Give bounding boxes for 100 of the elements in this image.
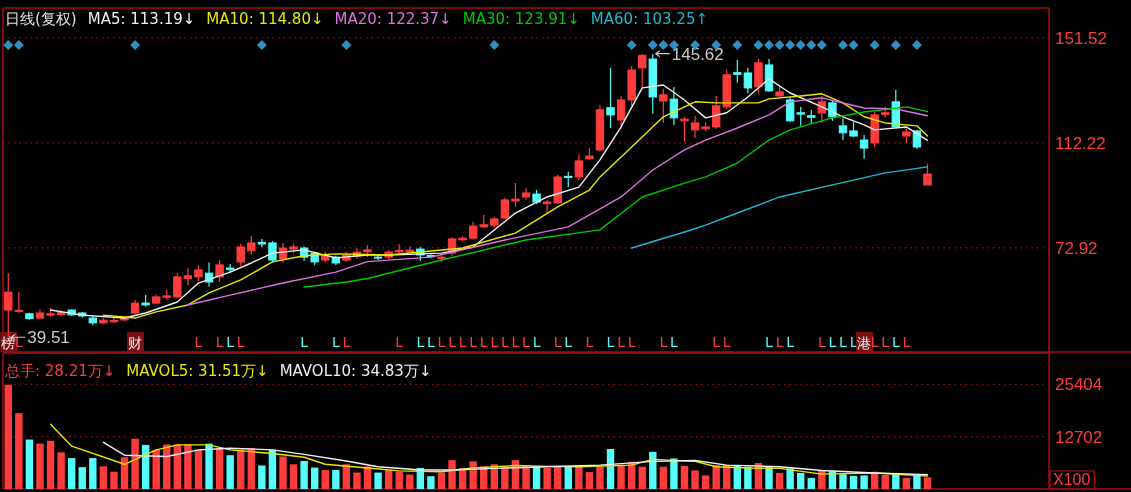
x-tick-label: L: [500, 334, 509, 350]
x-tick-label: 财: [128, 335, 143, 351]
x-tick-label: L: [437, 334, 446, 350]
bar: [775, 472, 784, 489]
bar: [585, 472, 594, 489]
x-tick-label: L: [194, 334, 203, 350]
text: MAVOL10: 34.83万↓: [279, 362, 432, 380]
x-tick-label: L: [448, 334, 457, 350]
bar: [15, 413, 23, 489]
bar: [89, 458, 97, 489]
bar: [807, 477, 815, 489]
bar: [923, 477, 932, 489]
bar: [332, 470, 340, 489]
bar: [554, 466, 562, 489]
bar: [849, 475, 858, 489]
bar: [543, 467, 551, 489]
x-tick-label: L: [14, 334, 23, 350]
text: MAVOL5: 31.51万↓: [126, 362, 269, 380]
bar: [67, 458, 76, 489]
bar: [237, 449, 245, 489]
annotation: 145.62: [671, 44, 724, 64]
x-tick-label: L: [416, 334, 425, 350]
bar: [163, 444, 171, 489]
bar: [765, 466, 773, 489]
x-tick-label: L: [511, 334, 520, 350]
x-tick-label: L: [881, 334, 890, 350]
bar: [384, 470, 393, 489]
bar: [902, 477, 911, 489]
x-tick-label: L: [585, 334, 594, 350]
x-tick-label: L: [817, 334, 826, 350]
bar: [205, 443, 213, 489]
x-tick-label: L: [765, 334, 774, 350]
bar: [670, 458, 678, 489]
x-tick-label: L: [458, 334, 467, 350]
y-tick-label: 25404: [1055, 375, 1103, 395]
x-tick-label: L: [722, 334, 731, 350]
text: MA20: 122.37↓: [334, 10, 452, 28]
y-tick-label: 151.52: [1055, 28, 1107, 48]
x-tick-label: L: [395, 334, 404, 350]
x-tick-label: L: [564, 334, 573, 350]
x-tick-label: L: [215, 334, 224, 350]
bar: [406, 474, 414, 489]
text: MA30: 123.91↓: [462, 10, 580, 28]
y-axis-title: X100: [1053, 471, 1091, 488]
x-tick-label: L: [828, 334, 837, 350]
bar: [226, 455, 234, 489]
x-tick-label: L: [606, 334, 615, 350]
bar: [913, 475, 921, 489]
x-tick-label: L: [712, 334, 721, 350]
x-tick-label: L: [469, 334, 478, 350]
bar: [395, 471, 403, 489]
text: MA60: 103.25↑: [590, 10, 709, 28]
bar: [374, 472, 382, 489]
line-series: [630, 166, 929, 249]
x-tick-label: L: [490, 334, 499, 350]
x-tick-label: L: [839, 334, 848, 350]
bar: [194, 449, 203, 489]
x-tick-label: L: [891, 334, 900, 350]
bar: [131, 438, 139, 489]
bar: [659, 466, 668, 489]
line-series: [187, 97, 929, 306]
bar: [427, 476, 435, 489]
bar: [342, 464, 351, 489]
x-tick-label: L: [627, 334, 636, 350]
x-tick-label: 港: [857, 335, 872, 351]
x-tick-label: L: [342, 334, 351, 350]
bar: [25, 439, 34, 489]
bar: [300, 460, 308, 489]
bar: [575, 466, 583, 489]
bar: [353, 472, 361, 489]
bar: [712, 465, 720, 489]
x-tick-label: L: [849, 334, 858, 350]
bar: [4, 384, 12, 489]
bar: [860, 475, 868, 489]
bar: [744, 466, 752, 489]
x-tick-label: L: [479, 334, 488, 350]
bar: [881, 474, 889, 489]
bar: [321, 470, 329, 489]
bar: [638, 466, 646, 489]
bar: [691, 470, 699, 489]
bar: [78, 467, 86, 489]
y-tick-label: 72.92: [1055, 238, 1098, 258]
bar: [680, 465, 689, 489]
bar: [701, 475, 710, 489]
bar: [215, 448, 224, 489]
x-tick-label: L: [659, 334, 668, 350]
series-label: 总手: 28.21万↓: [4, 362, 116, 380]
bar: [120, 457, 129, 489]
bar: [57, 452, 65, 489]
x-tick-label: 榜: [1, 335, 16, 351]
bar: [258, 465, 266, 489]
bar: [797, 472, 805, 489]
bar: [184, 444, 192, 489]
x-tick-label: L: [553, 334, 562, 350]
text: MA5: 113.19↓: [87, 10, 196, 28]
bar: [522, 466, 530, 489]
y-tick-label: 112.22: [1055, 133, 1106, 153]
x-tick-label: L: [786, 334, 795, 350]
y-tick-label: 12702: [1055, 427, 1103, 447]
bar: [110, 471, 118, 489]
